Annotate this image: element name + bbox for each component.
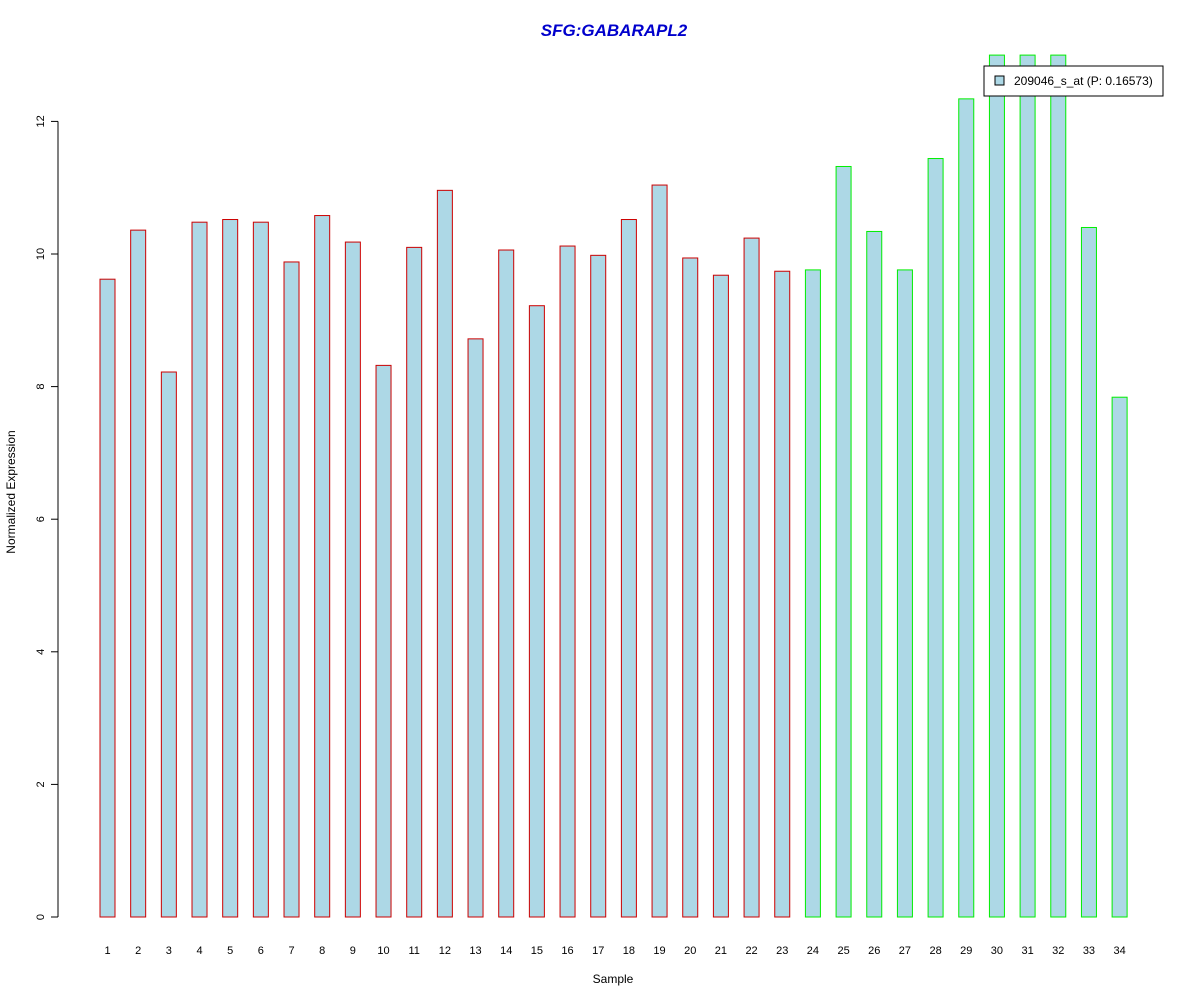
x-tick-label: 29 [960,945,972,957]
bar-sample-27 [896,269,913,918]
bar-sample-23 [774,270,791,918]
bar-sample-25 [835,165,852,918]
y-axis: 0 2 4 6 8 10 12 [35,115,59,920]
y-tick-label: 2 [35,781,47,787]
bar-sample-11 [406,246,423,918]
x-tick-label: 5 [227,945,233,957]
x-tick-label: 6 [258,945,264,957]
x-tick-label: 14 [500,945,512,957]
x-tick-label: 3 [166,945,172,957]
bar-sample-12 [436,189,453,918]
x-tick-labels: 1 2 3 4 5 6 7 8 9 10 11 12 13 14 15 16 17 18 19 20 21 22 23 24 2… [104,945,1125,957]
bar-sample-9 [344,241,361,918]
x-tick-label: 31 [1021,945,1033,957]
bar-sample-14 [498,249,515,918]
x-tick-label: 30 [991,945,1003,957]
bar-sample-17 [590,254,607,918]
bar-sample-31 [1019,54,1036,918]
bar-sample-33 [1080,226,1097,918]
bar-sample-30 [988,54,1005,918]
x-tick-label: 28 [929,945,941,957]
x-tick-label: 25 [837,945,849,957]
bar-sample-6 [252,221,269,918]
x-axis-label: Sample [593,972,634,986]
legend-swatch [994,75,1005,86]
y-tick-label: 8 [35,384,47,390]
y-tick-label: 0 [35,914,47,920]
bar-sample-29 [958,98,975,918]
bar-sample-19 [651,184,668,918]
bars [99,54,1128,918]
legend-box [983,65,1164,97]
bar-sample-16 [559,245,576,918]
bar-sample-5 [222,219,239,918]
x-tick-label: 1 [104,945,110,957]
x-tick-label: 8 [319,945,325,957]
x-tick-label: 33 [1083,945,1095,957]
y-tick-label: 12 [35,115,47,127]
x-tick-label: 13 [469,945,481,957]
x-tick-label: 16 [561,945,573,957]
x-tick-label: 10 [377,945,389,957]
bar-sample-24 [804,269,821,918]
bar-sample-28 [927,158,944,918]
x-tick-label: 24 [807,945,819,957]
x-tick-label: 4 [196,945,202,957]
bar-sample-34 [1111,396,1128,918]
bar-sample-8 [314,215,331,918]
x-tick-label: 23 [776,945,788,957]
chart-title: SFG:GABARAPL2 [541,21,688,40]
x-tick-label: 34 [1113,945,1125,957]
x-tick-label: 9 [350,945,356,957]
x-tick-label: 17 [592,945,604,957]
bar-sample-32 [1050,54,1067,918]
y-tick-label: 6 [35,516,47,522]
x-tick-label: 27 [899,945,911,957]
x-tick-label: 18 [623,945,635,957]
bar-sample-7 [283,261,300,918]
y-tick-label: 10 [35,248,47,260]
bar-sample-1 [99,278,116,918]
bar-sample-22 [743,237,760,918]
bar-sample-21 [712,274,729,918]
x-tick-label: 19 [653,945,665,957]
bar-sample-15 [528,305,545,918]
legend: 209046_s_at (P: 0.16573) [983,65,1164,97]
x-tick-label: 20 [684,945,696,957]
bar-sample-2 [130,229,147,918]
x-tick-label: 12 [439,945,451,957]
bar-sample-20 [682,257,699,918]
x-tick-label: 22 [745,945,757,957]
bar-sample-26 [866,230,883,918]
bar-sample-18 [620,219,637,918]
x-tick-label: 32 [1052,945,1064,957]
x-tick-label: 21 [715,945,727,957]
bar-sample-10 [375,364,392,918]
x-tick-label: 15 [531,945,543,957]
y-tick-label: 4 [35,649,47,655]
legend-label: 209046_s_at (P: 0.16573) [1014,74,1153,88]
y-axis-label: Normalized Expression [4,430,18,553]
x-tick-label: 11 [408,945,419,957]
x-tick-label: 2 [135,945,141,957]
bar-sample-13 [467,338,484,918]
bar-sample-4 [191,221,208,918]
x-tick-label: 7 [288,945,294,957]
x-tick-label: 26 [868,945,880,957]
bar-sample-3 [160,371,177,918]
